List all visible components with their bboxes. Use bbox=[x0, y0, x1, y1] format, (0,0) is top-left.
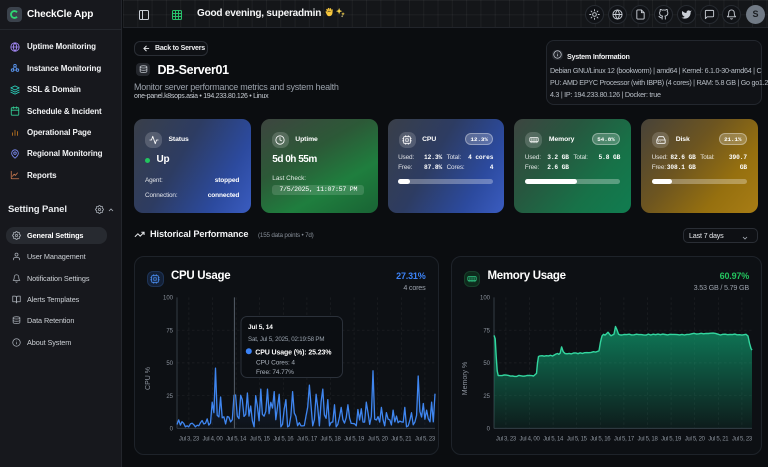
svg-text:CPU Usage (%): 25.23%: CPU Usage (%): 25.23% bbox=[255, 349, 332, 356]
svg-text:Jul 5, 14: Jul 5, 14 bbox=[543, 437, 564, 443]
svg-text:0: 0 bbox=[170, 427, 174, 433]
svg-text:Jul 5, 20: Jul 5, 20 bbox=[368, 437, 389, 443]
svg-text:Free: 74.77%: Free: 74.77% bbox=[256, 369, 294, 376]
svg-text:Jul 5, 23: Jul 5, 23 bbox=[415, 437, 436, 443]
svg-text:Jul 5, 16: Jul 5, 16 bbox=[590, 437, 611, 443]
svg-text:75: 75 bbox=[166, 329, 173, 335]
svg-text:50: 50 bbox=[483, 361, 490, 367]
svg-text:Jul 5, 14: Jul 5, 14 bbox=[226, 437, 247, 443]
svg-text:Jul 5, 19: Jul 5, 19 bbox=[661, 437, 682, 443]
svg-text:Sat, Jul 5, 2025, 02:19:58 PM: Sat, Jul 5, 2025, 02:19:58 PM bbox=[248, 336, 324, 343]
svg-text:Jul 4, 00: Jul 4, 00 bbox=[519, 437, 540, 443]
svg-text:Jul 4, 00: Jul 4, 00 bbox=[203, 437, 224, 443]
svg-text:CPU %: CPU % bbox=[145, 367, 152, 390]
svg-text:Jul 5, 20: Jul 5, 20 bbox=[684, 437, 705, 443]
svg-text:Jul 5, 15: Jul 5, 15 bbox=[250, 437, 271, 443]
svg-text:25: 25 bbox=[166, 394, 173, 400]
svg-text:Jul 5, 17: Jul 5, 17 bbox=[297, 437, 318, 443]
svg-text:Jul 5, 14: Jul 5, 14 bbox=[248, 324, 273, 331]
svg-text:25: 25 bbox=[483, 394, 490, 400]
svg-text:Memory %: Memory % bbox=[462, 362, 469, 395]
svg-text:CPU Cores: 4: CPU Cores: 4 bbox=[256, 360, 295, 367]
svg-text:Jul 5, 21: Jul 5, 21 bbox=[391, 437, 412, 443]
svg-text:Jul 5, 23: Jul 5, 23 bbox=[731, 437, 752, 443]
svg-text:50: 50 bbox=[166, 361, 173, 367]
svg-text:100: 100 bbox=[479, 296, 490, 302]
svg-text:Jul 5, 17: Jul 5, 17 bbox=[613, 437, 634, 443]
svg-text:0: 0 bbox=[486, 427, 490, 433]
svg-text:Jul 5, 15: Jul 5, 15 bbox=[566, 437, 587, 443]
svg-text:Jul 3, 23: Jul 3, 23 bbox=[179, 437, 200, 443]
svg-text:Jul 3, 23: Jul 3, 23 bbox=[495, 437, 516, 443]
svg-text:Jul 5, 18: Jul 5, 18 bbox=[637, 437, 658, 443]
svg-text:Jul 5, 18: Jul 5, 18 bbox=[321, 437, 342, 443]
svg-text:100: 100 bbox=[163, 296, 174, 302]
svg-text:75: 75 bbox=[483, 329, 490, 335]
svg-text:Jul 5, 19: Jul 5, 19 bbox=[344, 437, 365, 443]
svg-text:Jul 5, 16: Jul 5, 16 bbox=[273, 437, 294, 443]
svg-text:Jul 5, 21: Jul 5, 21 bbox=[708, 437, 729, 443]
